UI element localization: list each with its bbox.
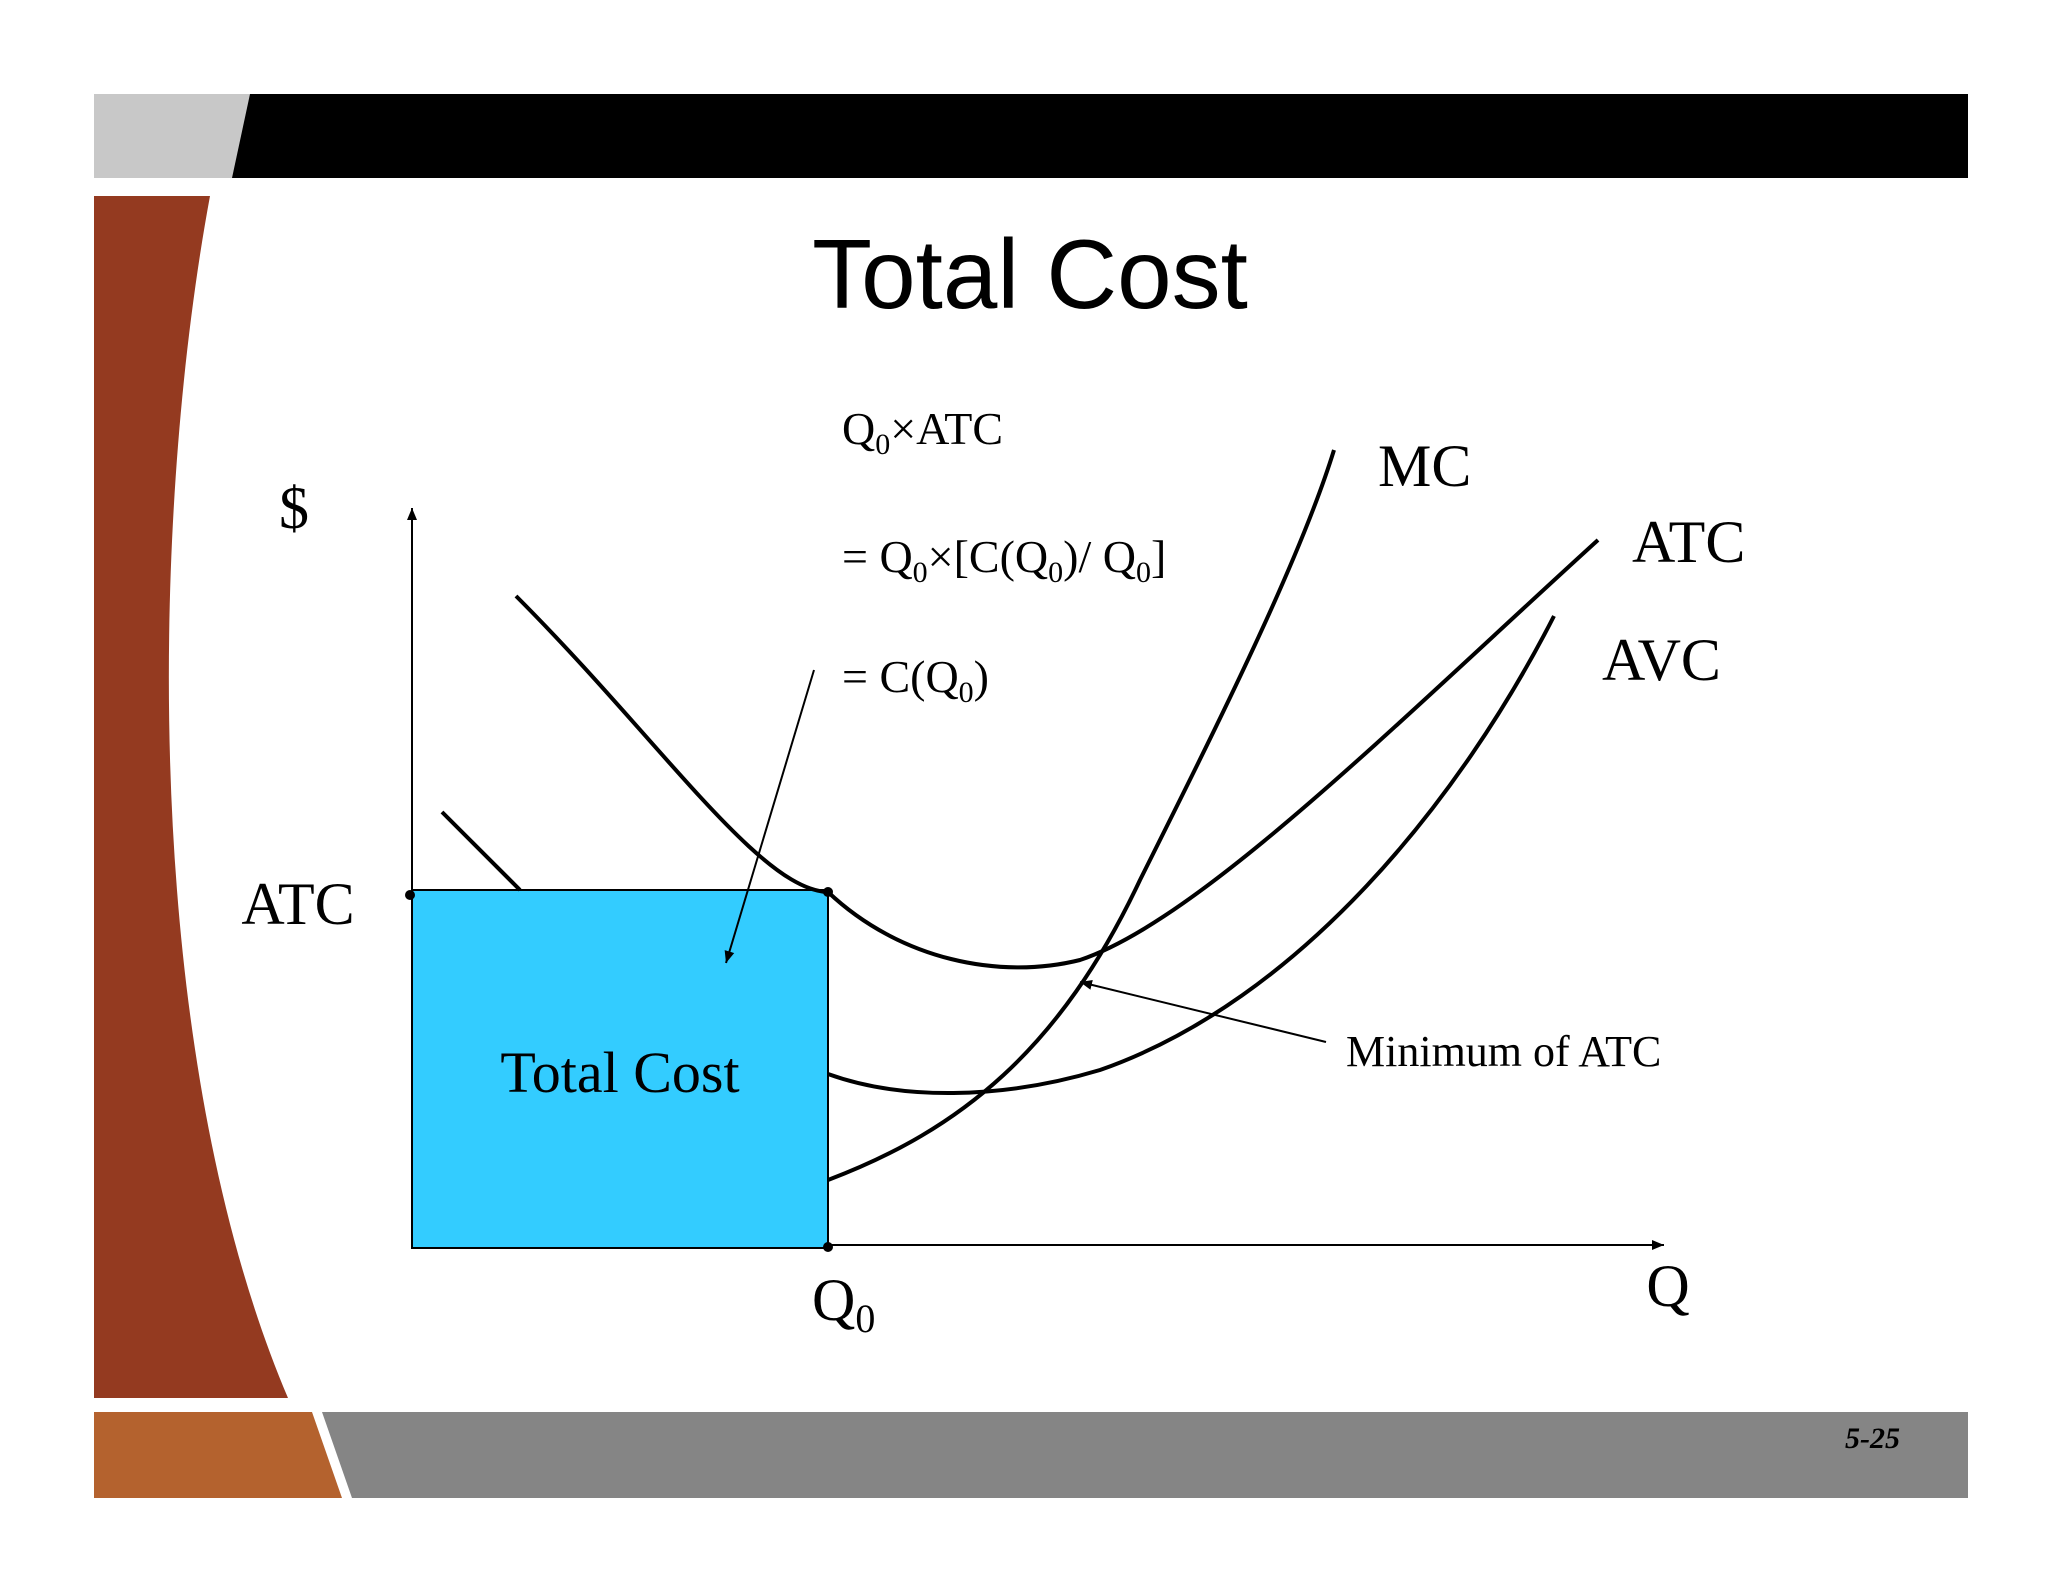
header-gray-block (94, 94, 254, 178)
y-axis-label: $ (279, 475, 309, 541)
atc-curve (514, 538, 1600, 970)
equation-arrow (724, 669, 815, 964)
slide-background (94, 94, 1968, 1498)
atc-curve-label: ATC (1632, 509, 1745, 575)
q0-dot-bottom (823, 1242, 833, 1252)
equation-line-1: Q0×ATC (842, 403, 1003, 461)
q0-label: Q0 (812, 1267, 875, 1341)
total-cost-rect-label: Total Cost (500, 1040, 739, 1105)
mc-label: MC (1378, 433, 1471, 499)
header-black-bar (232, 94, 1968, 178)
footer-gray-bar (94, 1412, 1968, 1498)
atc-curve-left-segment (440, 810, 522, 892)
atc-level-label: ATC (241, 871, 354, 937)
equation-line-2: = Q0×[C(Q0)/ Q0] (842, 531, 1166, 589)
footer-orange-block (94, 1412, 346, 1498)
slide-title: Total Cost (812, 219, 1248, 329)
min-atc-annotation: Minimum of ATC (1346, 1027, 1661, 1076)
equation-line-3: = C(Q0) (842, 651, 989, 709)
page-number: 5-25 (1845, 1422, 1900, 1455)
avc-label: AVC (1602, 627, 1721, 693)
atc-level-dot (405, 890, 415, 900)
left-decorative-band (94, 196, 288, 1398)
avc-curve (827, 615, 1556, 1096)
total-cost-rectangle (411, 889, 829, 1249)
x-axis-label: Q (1646, 1253, 1689, 1319)
min-atc-arrow (1079, 979, 1327, 1043)
footer-white-divider (312, 1412, 352, 1498)
mc-curve (827, 449, 1336, 1182)
